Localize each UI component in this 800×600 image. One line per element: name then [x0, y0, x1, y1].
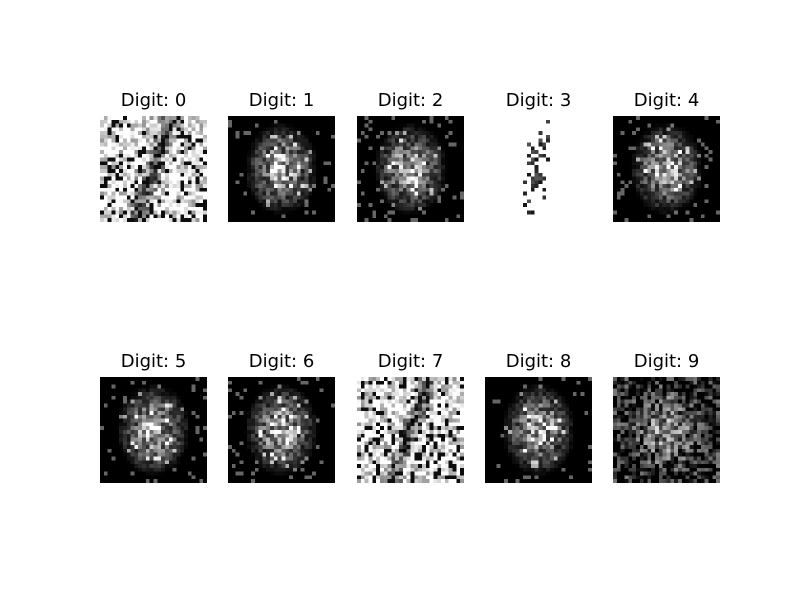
- panel-title: Digit: 5: [120, 351, 187, 372]
- digit-image: [485, 116, 592, 222]
- panel-title: Digit: 0: [120, 90, 187, 111]
- digit-image: [228, 116, 335, 222]
- panel-title: Digit: 2: [377, 90, 444, 111]
- digit-image: [228, 377, 335, 483]
- panel-title: Digit: 1: [248, 90, 315, 111]
- panel-title: Digit: 6: [248, 351, 315, 372]
- digit-image: [100, 377, 207, 483]
- digit-image: [357, 377, 464, 483]
- digit-image: [613, 116, 720, 222]
- digit-image: [485, 377, 592, 483]
- panel-title: Digit: 7: [377, 351, 444, 372]
- digit-image: [613, 377, 720, 483]
- panel-title: Digit: 4: [633, 90, 700, 111]
- digit-image: [100, 116, 207, 222]
- panel-title: Digit: 9: [633, 351, 700, 372]
- digit-image: [357, 116, 464, 222]
- panel-title: Digit: 8: [505, 351, 572, 372]
- panel-title: Digit: 3: [505, 90, 572, 111]
